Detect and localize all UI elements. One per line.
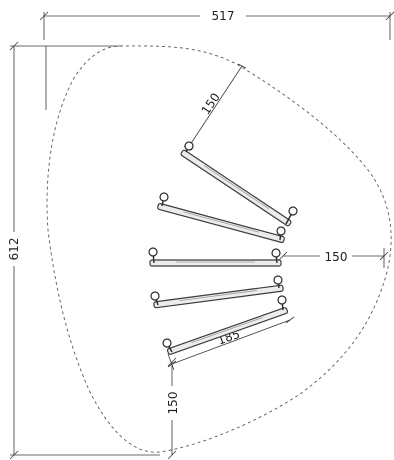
exercise-bar-2: [157, 192, 286, 244]
bar-highlight: [179, 290, 258, 302]
post-cap: [150, 291, 160, 301]
bottom-offset-dimension: 150: [164, 357, 180, 460]
bottom-offset-label: 150: [166, 392, 180, 415]
post-cap: [184, 141, 194, 151]
bar-highlight: [191, 317, 264, 344]
post-cap: [162, 338, 172, 348]
exercise-bar-5: [162, 295, 289, 355]
top-offset-label: 150: [198, 90, 222, 117]
width-dimension-label: 517: [212, 9, 235, 23]
safety-zone-outline: [46, 45, 392, 453]
width-dimension: 517: [39, 8, 394, 40]
post-cap: [276, 226, 286, 236]
bar-tube: [180, 149, 292, 227]
fitness-bars-group: [148, 141, 298, 355]
post-cap: [148, 247, 158, 257]
height-dimension-label: 612: [7, 238, 21, 261]
post-cap: [277, 295, 287, 305]
bar-tube: [149, 259, 282, 267]
exercise-bar-4: [150, 275, 284, 309]
post-cap: [271, 248, 281, 258]
side-offset-label: 150: [325, 250, 348, 264]
bar-tube: [166, 307, 289, 355]
height-dimension: 612: [6, 41, 160, 460]
bar-tube: [153, 284, 284, 309]
post-cap: [159, 192, 169, 202]
side-offset-dimension: 150: [278, 248, 389, 268]
bar-highlight: [183, 211, 260, 233]
post-cap: [273, 275, 283, 285]
post-cap: [288, 206, 298, 216]
exercise-bar-3: [148, 247, 282, 267]
exercise-bar-1: [180, 141, 298, 227]
bar-highlight: [203, 165, 270, 210]
top-offset-dimension: 150: [183, 63, 247, 151]
